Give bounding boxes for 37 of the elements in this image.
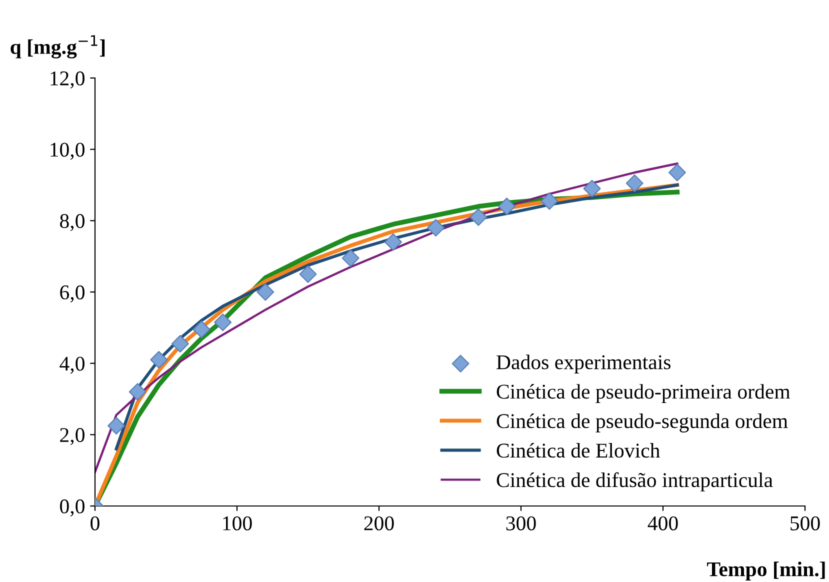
point <box>384 233 402 251</box>
x-tick-label: 0 <box>90 516 100 530</box>
point <box>342 249 360 267</box>
x-tick-label: 300 <box>506 516 536 530</box>
y-tick-label: 0,0 <box>60 499 84 516</box>
point <box>668 164 686 182</box>
y-tick-label: 10,0 <box>50 142 84 160</box>
point <box>171 334 189 352</box>
legend-label: Cinética de pseudo-primeira ordem <box>496 384 790 403</box>
legend-label: Cinética de difusão intraparticula <box>496 472 773 492</box>
y-axis-title: q [mg.g$^{−1}$] <box>10 35 105 58</box>
point <box>214 314 232 332</box>
x-tick-label: 200 <box>364 516 394 530</box>
y-tick-label: 4,0 <box>60 356 84 374</box>
legend-label: Cinética de Elovich <box>496 442 660 458</box>
point <box>299 265 317 283</box>
point <box>626 174 644 192</box>
point <box>108 416 126 435</box>
legend-label: Cinética de pseudo-segunda ordem <box>496 413 788 432</box>
x-axis-title: Tempo [min.] <box>707 562 825 581</box>
legend-label: Dados experimentais <box>496 354 670 374</box>
y-tick-label: 2,0 <box>60 428 84 446</box>
point <box>128 383 146 401</box>
point <box>470 208 488 226</box>
point <box>583 180 601 198</box>
point <box>427 219 445 237</box>
x-tick-label: 500 <box>790 516 820 530</box>
point <box>192 320 210 338</box>
x-tick-label: 400 <box>648 516 678 530</box>
point <box>256 283 274 301</box>
y-tick-label: 12,0 <box>50 71 84 88</box>
x-tick-label: 100 <box>223 516 252 530</box>
y-tick-label: 8,0 <box>60 214 84 232</box>
point <box>150 350 168 369</box>
y-tick-label: 6,0 <box>60 285 84 302</box>
point <box>498 198 516 216</box>
point <box>540 192 558 210</box>
